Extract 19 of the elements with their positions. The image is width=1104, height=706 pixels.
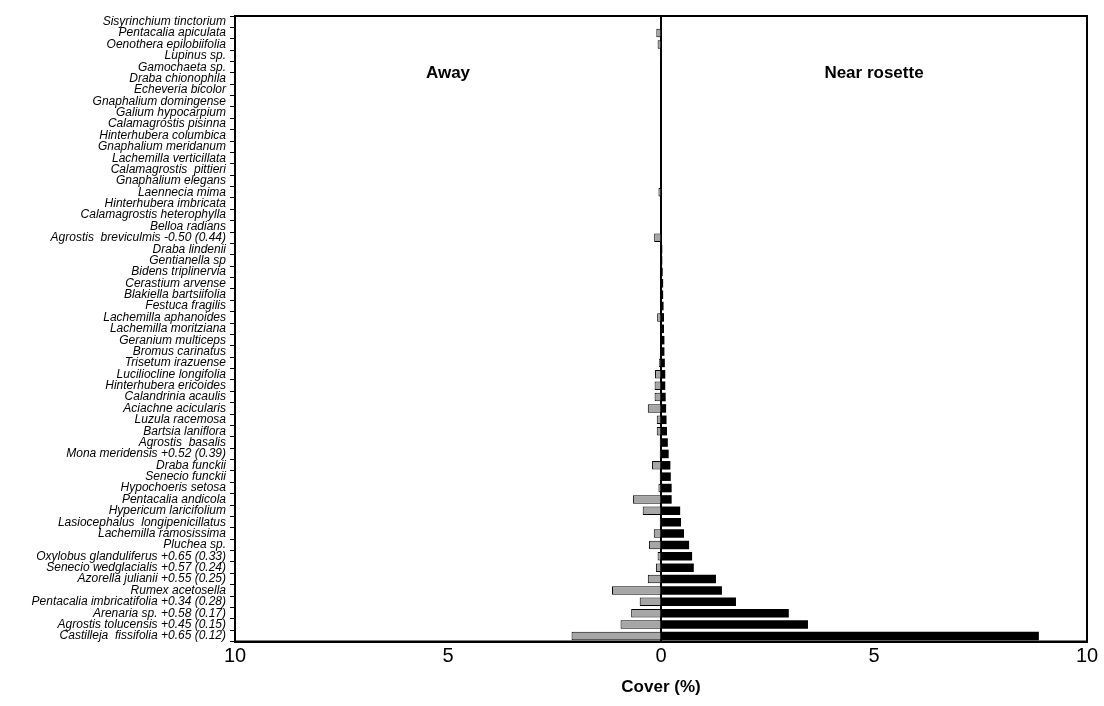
y-tick-label: Agrostis breviculmis -0.50 (0.44) (49, 230, 226, 245)
x-tick-label: 5 (442, 644, 454, 667)
y-tick-label: Calamagrostis heterophylla (80, 207, 227, 222)
annotation: Near rosette (824, 62, 924, 82)
annotation: Away (425, 62, 471, 82)
y-tick-label: Gnaphalium domingense (92, 93, 227, 108)
y-tick-label: Pluchea sp. (163, 537, 226, 552)
x-tick-label: 0 (655, 644, 667, 667)
y-tick-label: Festuca fragilis (145, 298, 226, 313)
y-tick-label: Pentacalia imbricatifolia +0.34 (0.28) (31, 594, 226, 609)
x-tick-label: 5 (868, 644, 880, 667)
y-tick-label: Calamagrostis pittieri (110, 161, 227, 176)
x-axis-title: Cover (%) (621, 677, 701, 697)
y-tick-label: Hypericum laricifolium (108, 503, 226, 518)
y-tick-label: Gnaphalium meridanum (97, 139, 226, 154)
y-tick-label: Hypochoeris setosa (120, 480, 227, 495)
x-tick-label: 10 (223, 644, 247, 667)
y-tick-label: Gentianella sp (149, 252, 227, 267)
x-tick-label: 10 (1075, 644, 1099, 667)
